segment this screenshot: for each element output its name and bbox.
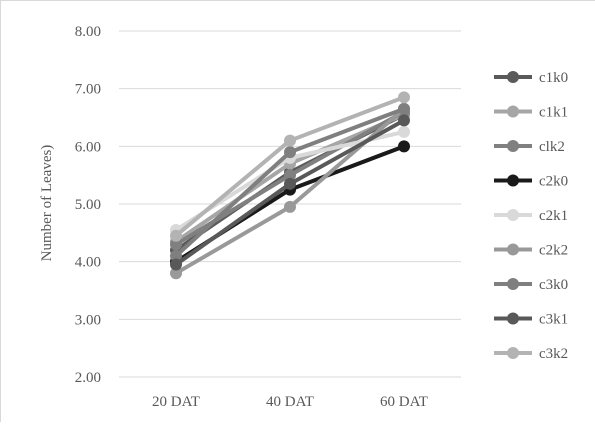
y-tick-label: 7.00 (75, 82, 101, 98)
legend-marker (507, 347, 519, 359)
y-tick-label: 8.00 (75, 24, 101, 40)
y-tick-label: 5.00 (75, 197, 101, 213)
data-point (284, 177, 296, 190)
series-c3k0 (170, 102, 410, 262)
data-point (284, 200, 296, 213)
legend-item: c3k2 (494, 346, 568, 362)
legend-item: c2k0 (494, 174, 568, 190)
x-tick-label: 40 DAT (266, 394, 314, 410)
legend-item: c3k1 (494, 312, 568, 328)
legend-marker (507, 105, 519, 118)
legend-label: c2k2 (539, 243, 568, 259)
legend-item: c1k1 (494, 105, 568, 121)
data-point (284, 169, 296, 182)
data-point (170, 249, 182, 262)
data-point (398, 114, 410, 127)
legend-label: c3k2 (539, 346, 568, 362)
data-point (284, 134, 296, 147)
legend-item: c1k0 (494, 70, 568, 86)
x-axis-tick-labels: 20 DAT 40 DAT 60 DAT (152, 394, 428, 410)
legend-marker (507, 71, 519, 83)
data-point (398, 91, 410, 104)
y-tick-label: 6.00 (75, 139, 101, 155)
data-point (284, 146, 296, 159)
data-point (398, 125, 410, 138)
data-point (170, 238, 182, 251)
legend-marker (507, 209, 519, 221)
legend: c1k0 c1k1 clk2 c2k0 c2k1 c2k2 c3k0 c3k1 c3k2 (494, 70, 568, 362)
legend-label: clk2 (539, 139, 565, 155)
x-tick-label: 60 DAT (380, 394, 428, 410)
data-point (170, 258, 182, 271)
y-axis-label: Number of Leaves) (39, 145, 55, 262)
legend-item: c2k2 (494, 243, 568, 259)
legend-marker (507, 278, 519, 290)
x-tick-label: 20 DAT (152, 394, 200, 410)
legend-label: c1k1 (539, 105, 568, 121)
legend-item: c2k1 (494, 208, 568, 224)
series-lines (170, 91, 410, 280)
legend-marker (507, 140, 519, 152)
legend-label: c2k0 (539, 174, 568, 190)
legend-item: c3k0 (494, 277, 568, 293)
legend-label: c3k0 (539, 277, 568, 293)
legend-label: c3k1 (539, 312, 568, 328)
series-c3k2 (170, 91, 410, 242)
legend-label: c2k1 (539, 208, 568, 224)
legend-item: clk2 (494, 139, 565, 155)
legend-marker (507, 243, 519, 256)
series-c3k1 (170, 114, 410, 271)
data-point (170, 229, 182, 242)
y-tick-label: 3.00 (75, 312, 101, 328)
legend-marker (507, 312, 519, 325)
data-point (398, 140, 410, 153)
legend-marker (507, 174, 519, 187)
data-point (398, 102, 410, 115)
y-tick-label: 4.00 (75, 255, 101, 271)
y-tick-label: 2.00 (75, 370, 101, 386)
data-point (170, 267, 182, 280)
legend-label: c1k0 (539, 70, 568, 86)
y-axis-tick-labels: 2.00 3.00 4.00 5.00 6.00 7.00 8.00 (75, 24, 101, 386)
